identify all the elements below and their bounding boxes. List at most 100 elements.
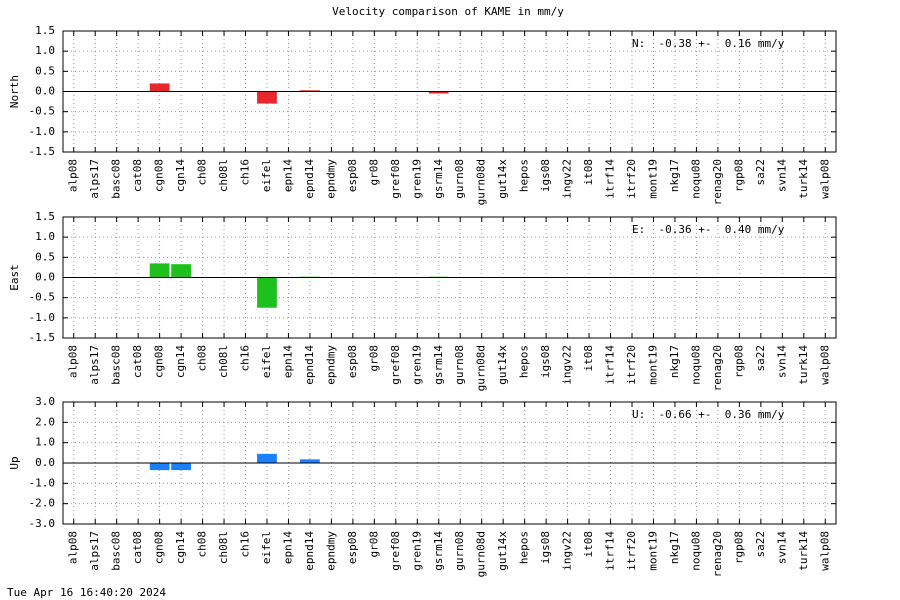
x-tick-label: nkg17 — [668, 345, 681, 378]
y-tick-label: 1.0 — [35, 44, 55, 57]
x-tick-label: mont19 — [646, 345, 659, 385]
y-axis-label: East — [8, 264, 21, 291]
footer: Tue Apr 16 16:40:20 2024 — [7, 586, 166, 599]
x-tick-label: cat08 — [131, 531, 144, 564]
x-tick-label: cgn08 — [153, 345, 166, 378]
x-tick-label: mont19 — [646, 159, 659, 199]
x-tick-label: cgn08 — [153, 531, 166, 564]
y-tick-label: 3.0 — [35, 395, 55, 408]
x-tick-label: ch08 — [196, 159, 209, 186]
x-tick-label: ch16 — [239, 345, 252, 372]
y-axis-label: Up — [8, 456, 21, 469]
x-tick-label: gsrm14 — [432, 345, 445, 385]
x-tick-label: epn14 — [281, 531, 294, 564]
x-tick-label: turk14 — [797, 531, 810, 571]
y-tick-label: -1.5 — [29, 331, 56, 344]
x-tick-label: gr08 — [367, 159, 380, 186]
x-tick-label: ch16 — [239, 159, 252, 186]
x-tick-label: alps17 — [88, 531, 101, 571]
x-tick-label: gurn08d — [475, 345, 488, 391]
annotation: N: -0.38 +- 0.16 mm/y — [632, 37, 785, 50]
x-tick-label: epnd14 — [303, 345, 316, 385]
bar — [149, 83, 170, 92]
x-tick-label: gut14x — [496, 345, 509, 385]
x-tick-label: noqu08 — [689, 531, 702, 571]
x-tick-label: gurn08d — [475, 159, 488, 205]
x-tick-label: cat08 — [131, 345, 144, 378]
x-tick-label: gref08 — [389, 345, 402, 385]
x-tick-label: rgp08 — [732, 345, 745, 378]
x-tick-label: gsrm14 — [432, 531, 445, 571]
x-tick-label: gren19 — [410, 531, 423, 571]
x-tick-label: gren19 — [410, 159, 423, 199]
y-tick-label: 0.5 — [35, 250, 55, 263]
x-tick-label: itrf20 — [625, 531, 638, 571]
x-tick-label: it08 — [582, 159, 595, 186]
x-tick-label: renag20 — [711, 531, 724, 577]
x-tick-label: rgp08 — [732, 159, 745, 192]
y-tick-label: 0.0 — [35, 456, 55, 469]
x-tick-label: hepos — [518, 159, 531, 192]
x-tick-label: ingv22 — [561, 531, 574, 571]
x-tick-label: noqu08 — [689, 159, 702, 199]
x-tick-label: sa22 — [754, 159, 767, 186]
x-tick-label: alp08 — [67, 345, 80, 378]
bar — [428, 91, 449, 94]
x-tick-label: walp08 — [818, 159, 831, 199]
x-tick-label: hepos — [518, 345, 531, 378]
plot-frame — [62, 216, 837, 339]
bar — [171, 463, 191, 471]
annotation: E: -0.36 +- 0.40 mm/y — [632, 223, 785, 236]
annotation: U: -0.66 +- 0.36 mm/y — [632, 408, 785, 421]
x-tick-label: alps17 — [88, 159, 101, 199]
x-tick-label: gut14x — [496, 159, 509, 199]
x-tick-label: gurn08d — [475, 531, 488, 577]
bar — [257, 91, 277, 104]
x-tick-label: esp08 — [346, 159, 359, 192]
x-tick-label: mont19 — [646, 531, 659, 571]
x-tick-label: basc08 — [110, 159, 123, 199]
x-tick-label: igs08 — [539, 531, 552, 564]
y-tick-label: -0.5 — [29, 105, 56, 118]
y-tick-label: 2.0 — [35, 415, 55, 428]
x-tick-label: it08 — [582, 531, 595, 558]
x-tick-label: itrf14 — [604, 531, 617, 571]
x-tick-label: igs08 — [539, 159, 552, 192]
x-tick-label: ch08l — [217, 159, 230, 192]
y-tick-label: 1.5 — [35, 210, 55, 223]
y-tick-label: -1.5 — [29, 145, 56, 158]
x-tick-label: epndmy — [324, 159, 337, 199]
y-tick-label: 0.5 — [35, 64, 55, 77]
x-tick-label: svn14 — [775, 345, 788, 378]
y-tick-label: 1.0 — [35, 436, 55, 449]
x-tick-label: gren19 — [410, 345, 423, 385]
y-tick-label: -3.0 — [29, 517, 56, 530]
x-tick-label: gurn08 — [453, 345, 466, 385]
x-tick-label: ingv22 — [561, 159, 574, 199]
x-tick-label: eifel — [260, 345, 273, 378]
x-tick-label: sa22 — [754, 531, 767, 558]
x-tick-label: itrf20 — [625, 345, 638, 385]
x-tick-label: alp08 — [67, 531, 80, 564]
x-tick-label: renag20 — [711, 159, 724, 205]
x-tick-label: nkg17 — [668, 159, 681, 192]
bar — [171, 264, 191, 278]
bar — [300, 90, 320, 92]
bar — [257, 277, 277, 308]
x-tick-label: ingv22 — [561, 345, 574, 385]
x-tick-label: it08 — [582, 345, 595, 372]
x-tick-label: itrf14 — [604, 159, 617, 199]
x-tick-label: igs08 — [539, 345, 552, 378]
x-tick-label: ch16 — [239, 531, 252, 558]
x-tick-label: sa22 — [754, 345, 767, 372]
chart-title: Velocity comparison of KAME in mm/y — [332, 5, 564, 18]
x-tick-label: cat08 — [131, 159, 144, 192]
bar — [257, 453, 277, 463]
x-tick-label: gut14x — [496, 531, 509, 571]
x-tick-label: nkg17 — [668, 531, 681, 564]
y-axis-label: North — [8, 75, 21, 108]
y-tick-label: 0.0 — [35, 85, 55, 98]
x-tick-label: itrf20 — [625, 159, 638, 199]
